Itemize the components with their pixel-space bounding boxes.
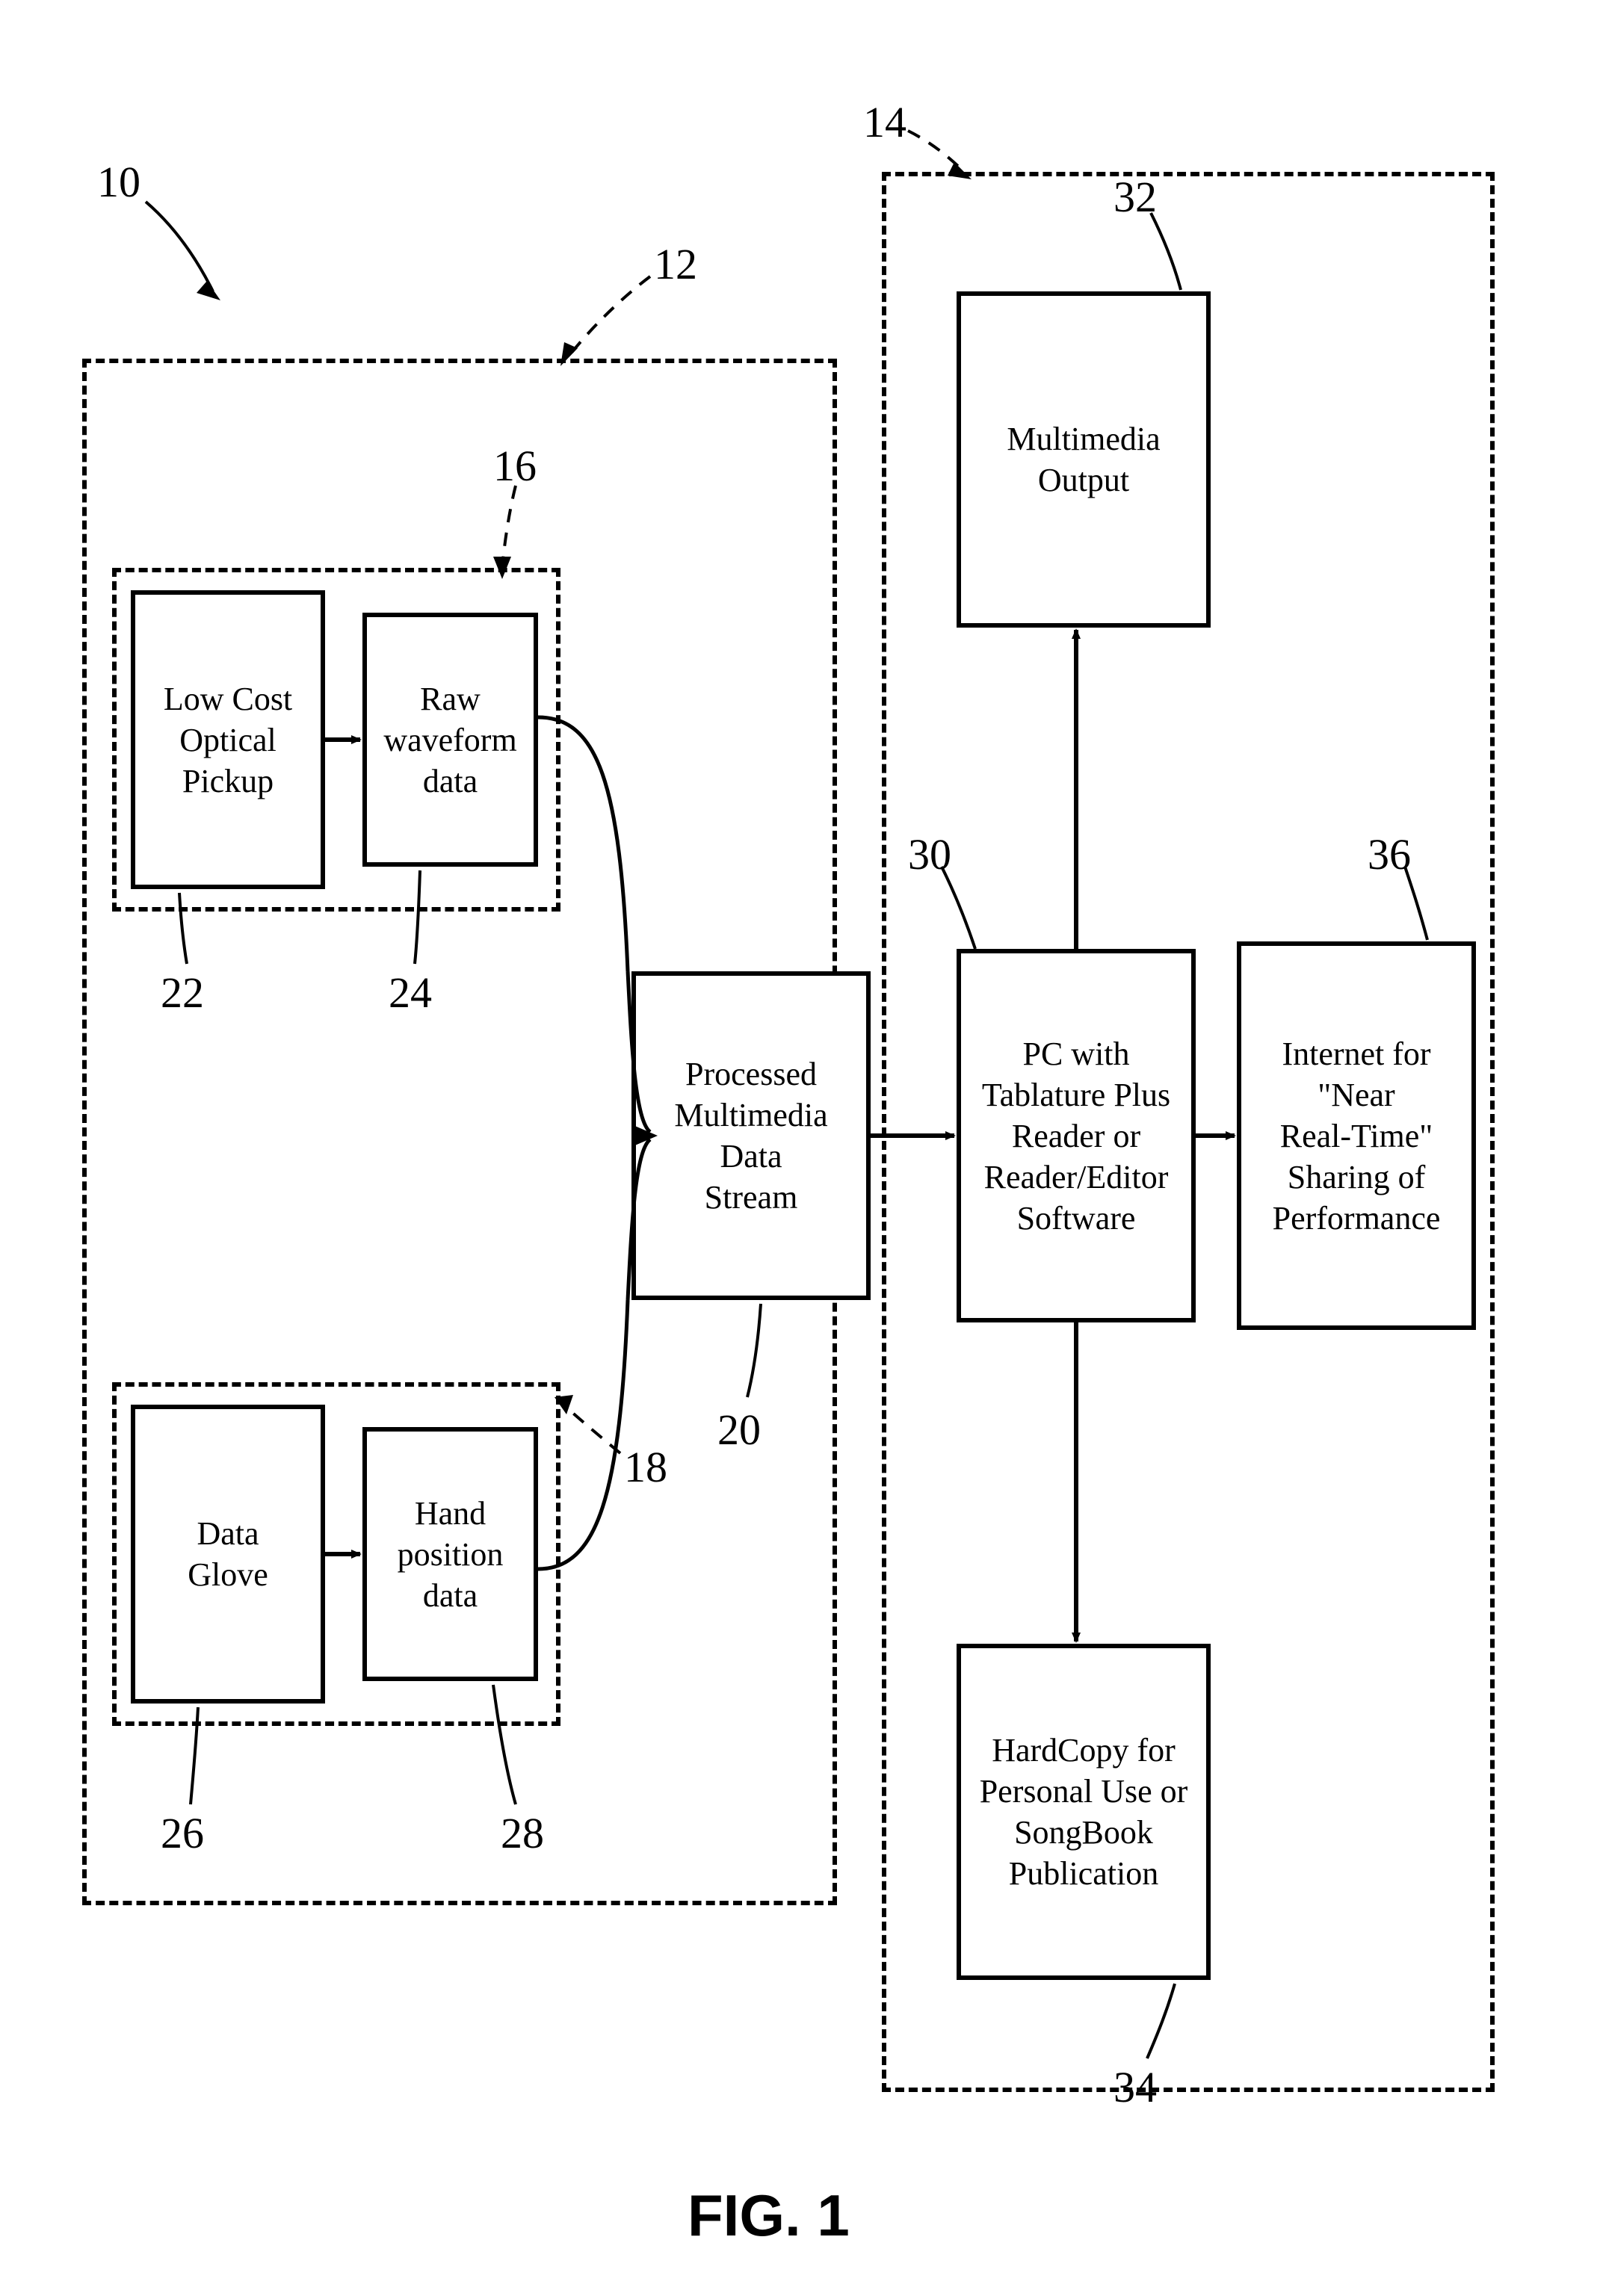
arrows-layer <box>0 0 1600 2296</box>
ref-12: 12 <box>654 239 697 289</box>
figure-caption: FIG. 1 <box>688 2182 850 2250</box>
ref-34: 34 <box>1113 2062 1157 2112</box>
ref-32: 32 <box>1113 172 1157 222</box>
ref-10: 10 <box>97 157 140 207</box>
ref-36: 36 <box>1368 829 1411 879</box>
ref-14: 14 <box>863 97 906 147</box>
ref-20: 20 <box>717 1405 761 1455</box>
ref-22: 22 <box>161 968 204 1018</box>
ref-30: 30 <box>908 829 951 879</box>
ref-18: 18 <box>624 1442 667 1492</box>
ref-26: 26 <box>161 1808 204 1858</box>
ref-24: 24 <box>389 968 432 1018</box>
ref-16: 16 <box>493 441 537 491</box>
diagram-canvas: Low Cost Optical Pickup Raw waveform dat… <box>0 0 1600 2296</box>
ref-28: 28 <box>501 1808 544 1858</box>
